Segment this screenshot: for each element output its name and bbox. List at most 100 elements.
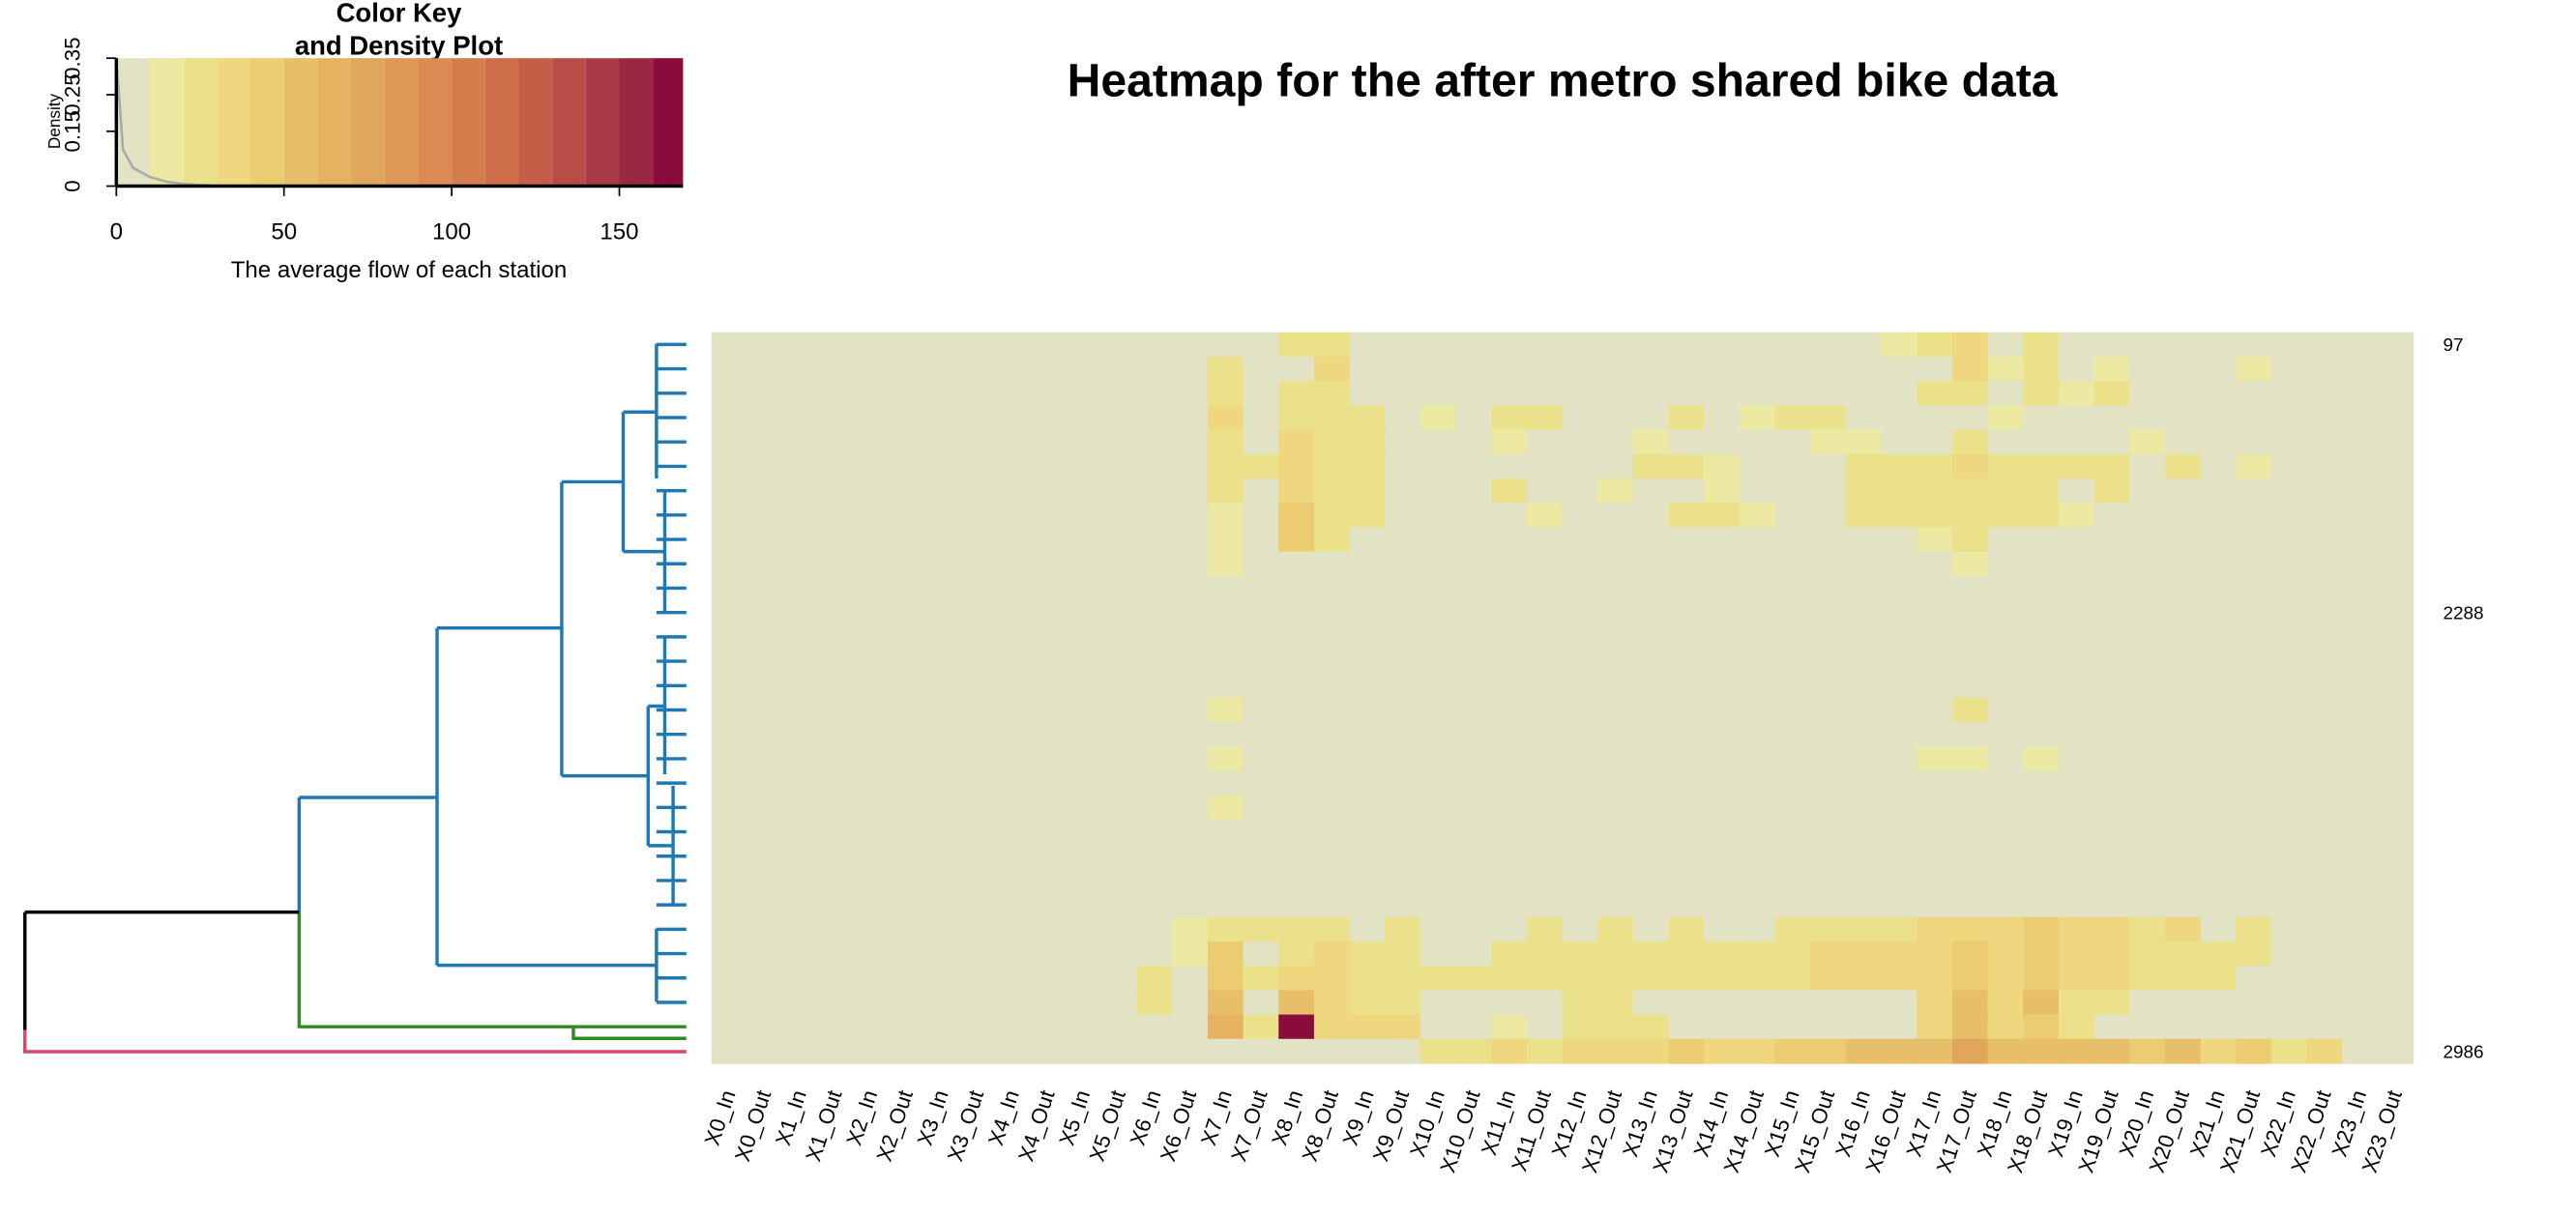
heatmap-cell (2023, 527, 2060, 553)
heatmap-cell (1030, 673, 1067, 699)
heatmap-cell (1668, 429, 1705, 455)
heatmap-cell (1313, 966, 1351, 992)
heatmap-cell (1845, 575, 1883, 601)
heatmap-cell (1562, 844, 1598, 870)
heatmap-cell (2164, 551, 2202, 577)
heatmap-cell (2129, 868, 2166, 894)
heatmap-cell (817, 795, 854, 821)
heatmap-cell (1951, 697, 1989, 723)
heatmap-cell (1030, 722, 1067, 747)
heatmap-cell (1526, 770, 1564, 796)
heatmap-cell (2129, 1038, 2166, 1064)
heatmap-cell (2270, 453, 2308, 479)
heatmap-cell (1030, 649, 1067, 675)
heatmap-cell (2093, 551, 2130, 577)
heatmap-cell (853, 697, 890, 723)
heatmap-cell (2236, 381, 2272, 407)
heatmap-cell (1385, 575, 1421, 601)
heatmap-cell (2270, 941, 2308, 967)
heatmap-cell (1385, 356, 1421, 382)
heatmap-cell (2129, 503, 2166, 529)
heatmap-cell (1810, 892, 1847, 918)
heatmap-cell (1420, 600, 1457, 625)
heatmap-cell (817, 819, 854, 845)
heatmap-cell (1491, 770, 1528, 796)
heatmap-cell (2306, 966, 2343, 992)
heatmap-cell (923, 770, 960, 796)
heatmap-cell (1030, 1038, 1067, 1064)
heatmap-cell (923, 941, 960, 967)
heatmap-cell (1278, 892, 1315, 918)
heatmap-cell (2342, 941, 2379, 967)
heatmap-cell (1349, 551, 1386, 577)
heatmap-cell (2164, 478, 2202, 504)
heatmap-cell (817, 527, 854, 553)
heatmap-cell (1066, 478, 1102, 504)
heatmap-cell (1278, 941, 1315, 967)
heatmap-cell (781, 575, 819, 601)
heatmap-cell (1810, 381, 1847, 407)
heatmap-cell (1455, 332, 1492, 358)
heatmap-cell (1491, 1014, 1528, 1040)
heatmap-cell (2023, 941, 2060, 967)
heatmap-cell (1278, 746, 1315, 772)
heatmap-cell (1668, 746, 1705, 772)
heatmap-cell (1632, 673, 1670, 699)
heatmap-cell (2377, 429, 2415, 455)
heatmap-cell (888, 916, 925, 942)
heatmap-cell (1385, 819, 1421, 845)
heatmap-cell (853, 527, 890, 553)
heatmap-cell (1526, 356, 1564, 382)
heatmap-cell (1066, 1014, 1102, 1040)
heatmap-cell (1562, 770, 1598, 796)
heatmap-cell (1207, 819, 1244, 845)
heatmap-cell (1917, 990, 1953, 1016)
heatmap-cell (1491, 429, 1528, 455)
heatmap-cell (1313, 795, 1351, 821)
heatmap-cell (994, 453, 1032, 479)
key-y-tick-label: 0.15 (60, 110, 84, 152)
heatmap-cell (746, 844, 783, 870)
heatmap-cell (923, 503, 960, 529)
heatmap-cell (1526, 746, 1564, 772)
heatmap-cell (781, 868, 819, 894)
heatmap-cell (2093, 990, 2130, 1016)
heatmap-cell (1100, 649, 1138, 675)
heatmap-cell (2270, 722, 2308, 747)
heatmap-cell (2200, 770, 2237, 796)
heatmap-cell (1313, 575, 1351, 601)
heatmap-cell (2200, 575, 2237, 601)
heatmap-cell (1526, 697, 1564, 723)
heatmap-cell (1774, 405, 1811, 431)
heatmap-cell (2306, 600, 2343, 625)
key-x-tick-label: 100 (432, 219, 471, 246)
heatmap-cell (2200, 697, 2237, 723)
heatmap-cell (1455, 1038, 1492, 1064)
heatmap-cell (994, 941, 1032, 967)
heatmap-cell (1172, 453, 1209, 479)
heatmap-cell (2236, 405, 2272, 431)
heatmap-cell (1030, 966, 1067, 992)
heatmap-cell (2377, 966, 2415, 992)
heatmap-cell (853, 892, 890, 918)
heatmap-cell (1030, 941, 1067, 967)
heatmap-cell (1491, 941, 1528, 967)
heatmap-cell (1349, 868, 1386, 894)
heatmap-cell (781, 429, 819, 455)
heatmap-cell (711, 551, 747, 577)
heatmap-cell (1597, 966, 1634, 992)
heatmap-cell (1243, 770, 1279, 796)
heatmap-cell (959, 819, 996, 845)
heatmap-cell (1100, 990, 1138, 1016)
heatmap-cell (2093, 575, 2130, 601)
heatmap-cell (1881, 673, 1917, 699)
heatmap-cell (1526, 966, 1564, 992)
heatmap-cell (2306, 453, 2343, 479)
heatmap-cell (1774, 1038, 1811, 1064)
heatmap-cell (1739, 356, 1776, 382)
heatmap-cell (1243, 551, 1279, 577)
heatmap-cell (1385, 429, 1421, 455)
heatmap-cell (1739, 405, 1776, 431)
heatmap-cell (1526, 819, 1564, 845)
